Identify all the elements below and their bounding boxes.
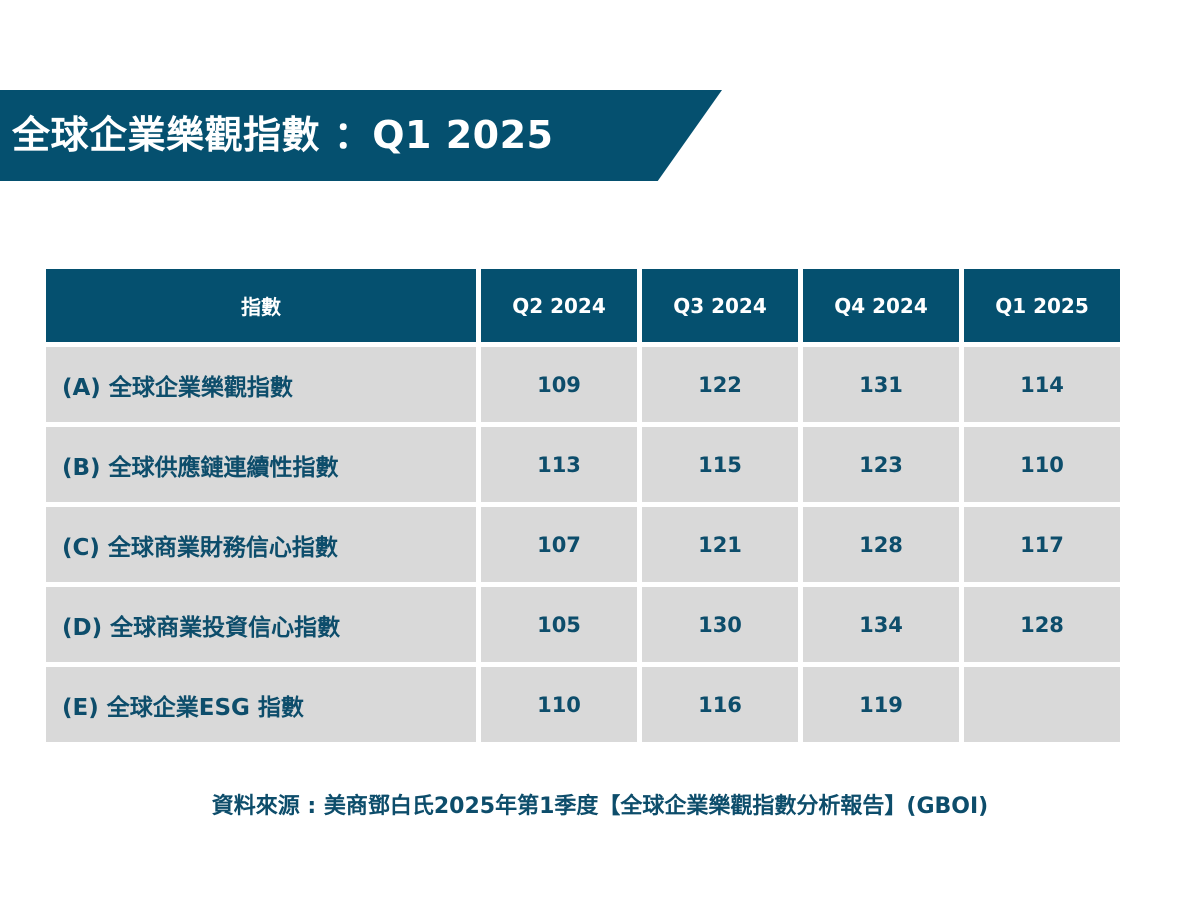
table-cell: 105 bbox=[481, 587, 637, 662]
table-cell: 115 bbox=[642, 427, 798, 502]
table-cell: 116 bbox=[642, 667, 798, 742]
table-cell: 107 bbox=[481, 507, 637, 582]
index-table: 指數 Q2 2024 Q3 2024 Q4 2024 Q1 2025 (A) 全… bbox=[41, 264, 1125, 747]
row-label: (A) 全球企業樂觀指數 bbox=[46, 347, 476, 422]
page-title: 全球企業樂觀指數 ：Q1 2025 bbox=[12, 113, 554, 157]
row-label: (D) 全球商業投資信心指數 bbox=[46, 587, 476, 662]
table-row: (E) 全球企業ESG 指數 110 116 119 bbox=[46, 667, 1120, 742]
row-label: (B) 全球供應鏈連續性指數 bbox=[46, 427, 476, 502]
table-cell: 113 bbox=[481, 427, 637, 502]
source-note: 資料來源 : 美商鄧白氏2025年第1季度【全球企業樂觀指數分析報告】(GBOI… bbox=[211, 794, 989, 819]
table-row: (D) 全球商業投資信心指數 105 130 134 128 bbox=[46, 587, 1120, 662]
table-cell: 117 bbox=[964, 507, 1120, 582]
table-cell: 109 bbox=[481, 347, 637, 422]
table-row: (B) 全球供應鏈連續性指數 113 115 123 110 bbox=[46, 427, 1120, 502]
table-cell: 110 bbox=[481, 667, 637, 742]
title-banner: 全球企業樂觀指數 ：Q1 2025 bbox=[0, 90, 722, 181]
row-label: (C) 全球商業財務信心指數 bbox=[46, 507, 476, 582]
table-row: (A) 全球企業樂觀指數 109 122 131 114 bbox=[46, 347, 1120, 422]
header-index: 指數 bbox=[46, 269, 476, 342]
table-cell: 128 bbox=[803, 507, 959, 582]
table-cell: 119 bbox=[803, 667, 959, 742]
table-header-row: 指數 Q2 2024 Q3 2024 Q4 2024 Q1 2025 bbox=[46, 269, 1120, 342]
table-cell: 130 bbox=[642, 587, 798, 662]
table-cell: 122 bbox=[642, 347, 798, 422]
table-cell: 128 bbox=[964, 587, 1120, 662]
table-cell: 121 bbox=[642, 507, 798, 582]
header-q3-2024: Q3 2024 bbox=[642, 269, 798, 342]
table-cell: 114 bbox=[964, 347, 1120, 422]
header-q1-2025: Q1 2025 bbox=[964, 269, 1120, 342]
table-cell bbox=[964, 667, 1120, 742]
table-cell: 110 bbox=[964, 427, 1120, 502]
table-cell: 123 bbox=[803, 427, 959, 502]
table-cell: 134 bbox=[803, 587, 959, 662]
index-table-container: 指數 Q2 2024 Q3 2024 Q4 2024 Q1 2025 (A) 全… bbox=[46, 269, 1120, 742]
header-q2-2024: Q2 2024 bbox=[481, 269, 637, 342]
table-cell: 131 bbox=[803, 347, 959, 422]
table-row: (C) 全球商業財務信心指數 107 121 128 117 bbox=[46, 507, 1120, 582]
row-label: (E) 全球企業ESG 指數 bbox=[46, 667, 476, 742]
header-q4-2024: Q4 2024 bbox=[803, 269, 959, 342]
